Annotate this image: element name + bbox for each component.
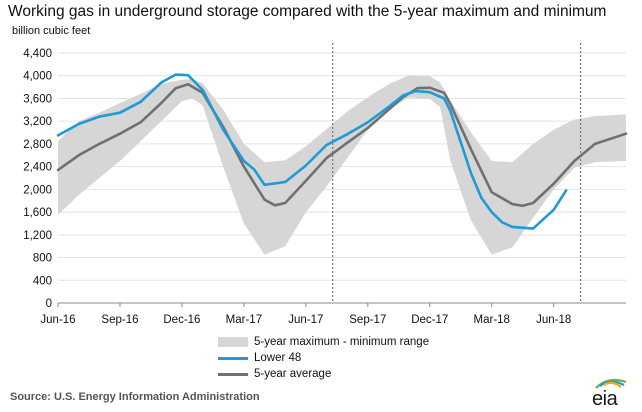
legend-swatch-range (218, 337, 248, 347)
legend: 5-year maximum - minimum range Lower 48 … (218, 334, 429, 382)
chart-title: Working gas in underground storage compa… (8, 3, 607, 20)
y-tick-label: 400 (33, 275, 52, 287)
y-tick-label: 4,000 (23, 71, 52, 83)
series-line-layer (56, 73, 628, 230)
x-tick-label: Mar-18 (474, 314, 510, 326)
series-line-lower48 (56, 73, 568, 230)
legend-label-range: 5-year maximum - minimum range (254, 336, 430, 348)
series-line-5yr-average (56, 83, 628, 208)
legend-item-range: 5-year maximum - minimum range (218, 334, 429, 350)
y-tick-label: 1,600 (23, 207, 52, 219)
x-tick-label: Jun-18 (536, 314, 571, 326)
y-axis-unit-label: billion cubic feet (12, 25, 91, 37)
y-tick-labels: 0 400 800 1,200 1,600 2,000 2,400 2,800 3,200 3,6… (23, 48, 52, 310)
y-tick-label: 0 (46, 298, 52, 310)
source-note: Source: U.S. Energy Information Administ… (10, 391, 260, 403)
x-tick-label: Jun-16 (40, 314, 75, 326)
legend-swatch-lower48 (218, 356, 248, 360)
x-tick-label: Dec-17 (411, 314, 448, 326)
forecast-marker-layer (332, 43, 582, 303)
legend-label-lower48: Lower 48 (254, 352, 302, 364)
legend-item-average: 5-year average (218, 366, 429, 382)
axis-layer (57, 302, 626, 307)
x-tick-label: Sep-16 (101, 314, 138, 326)
x-tick-label: Mar-17 (226, 314, 262, 326)
legend-item-lower48: Lower 48 (218, 350, 429, 366)
y-tick-label: 800 (33, 253, 52, 265)
y-tick-label: 1,200 (23, 230, 52, 242)
eia-logo-icon (595, 378, 627, 389)
y-tick-label: 3,200 (23, 116, 52, 128)
x-tick-label: Sep-17 (349, 314, 386, 326)
x-tick-label: Jun-17 (288, 314, 323, 326)
y-tick-label: 4,400 (23, 48, 52, 60)
y-tick-label: 3,600 (23, 93, 52, 105)
x-tick-label: Dec-16 (163, 314, 200, 326)
legend-label-average: 5-year average (254, 368, 332, 380)
legend-swatch-average (218, 372, 248, 376)
y-tick-label: 2,400 (23, 162, 52, 174)
range-band-layer (58, 75, 626, 255)
range-band (58, 75, 626, 255)
x-tick-labels: Jun-16 Sep-16 Dec-16 Mar-17 Jun-17 Sep-17 Dec-… (40, 314, 571, 326)
y-tick-label: 2,000 (23, 184, 52, 196)
y-tick-label: 2,800 (23, 139, 52, 151)
eia-logo-text: eia (592, 388, 618, 410)
